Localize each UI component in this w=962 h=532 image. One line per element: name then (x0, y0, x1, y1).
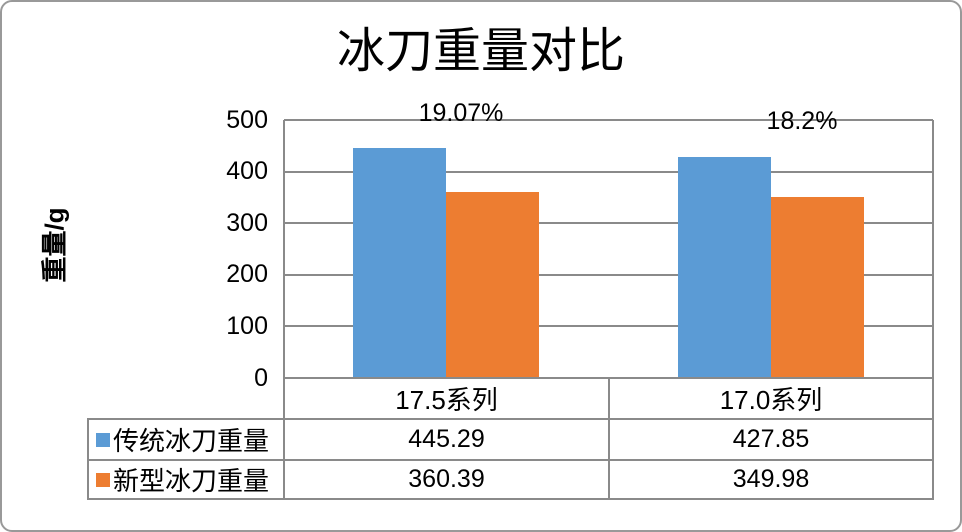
bar-s1-g1 (353, 148, 447, 378)
bar-s1-g2 (677, 157, 771, 378)
bar-s2-g2 (770, 197, 864, 378)
bar-s2-g1 (446, 192, 540, 378)
gridline (284, 170, 933, 173)
value-cell: 427.85 (732, 425, 810, 453)
y-tick-label: 100 (226, 311, 268, 340)
legend-series-name: 传统冰刀重量 (113, 426, 270, 456)
legend-cell: 新型冰刀重量 (88, 460, 284, 499)
y-tick-label: 300 (226, 208, 268, 237)
y-axis-title: 重量/g (39, 207, 70, 283)
legend-marker-icon (96, 472, 110, 487)
value-cell: 445.29 (408, 425, 485, 453)
gridline (284, 325, 933, 328)
plot-right-border (932, 120, 934, 378)
y-tick-label: 500 (226, 105, 268, 134)
y-tick-label: 0 (254, 363, 268, 392)
bar-percent-label: 19.07% (418, 99, 504, 127)
table-border (87, 418, 89, 500)
category-cell: 17.5系列 (395, 385, 498, 415)
value-cell: 360.39 (408, 465, 485, 493)
legend-series-name: 新型冰刀重量 (113, 466, 270, 496)
chart-title: 冰刀重量对比 (336, 25, 625, 78)
y-tick-label: 200 (226, 260, 268, 289)
y-tick-label: 400 (226, 157, 268, 186)
table-border (87, 418, 934, 420)
legend-cell: 传统冰刀重量 (88, 419, 284, 460)
gridline (284, 222, 933, 225)
table-border (283, 377, 285, 500)
bar-percent-label: 18.2% (766, 107, 838, 135)
value-cell: 349.98 (732, 465, 810, 493)
table-border (87, 498, 934, 500)
table-border (608, 377, 610, 500)
table-border (932, 377, 934, 500)
gridline (284, 119, 933, 121)
gridline (284, 273, 933, 276)
category-cell: 17.0系列 (719, 385, 823, 415)
y-axis-line (283, 120, 285, 378)
legend-marker-icon (96, 432, 110, 447)
table-border (87, 459, 934, 461)
